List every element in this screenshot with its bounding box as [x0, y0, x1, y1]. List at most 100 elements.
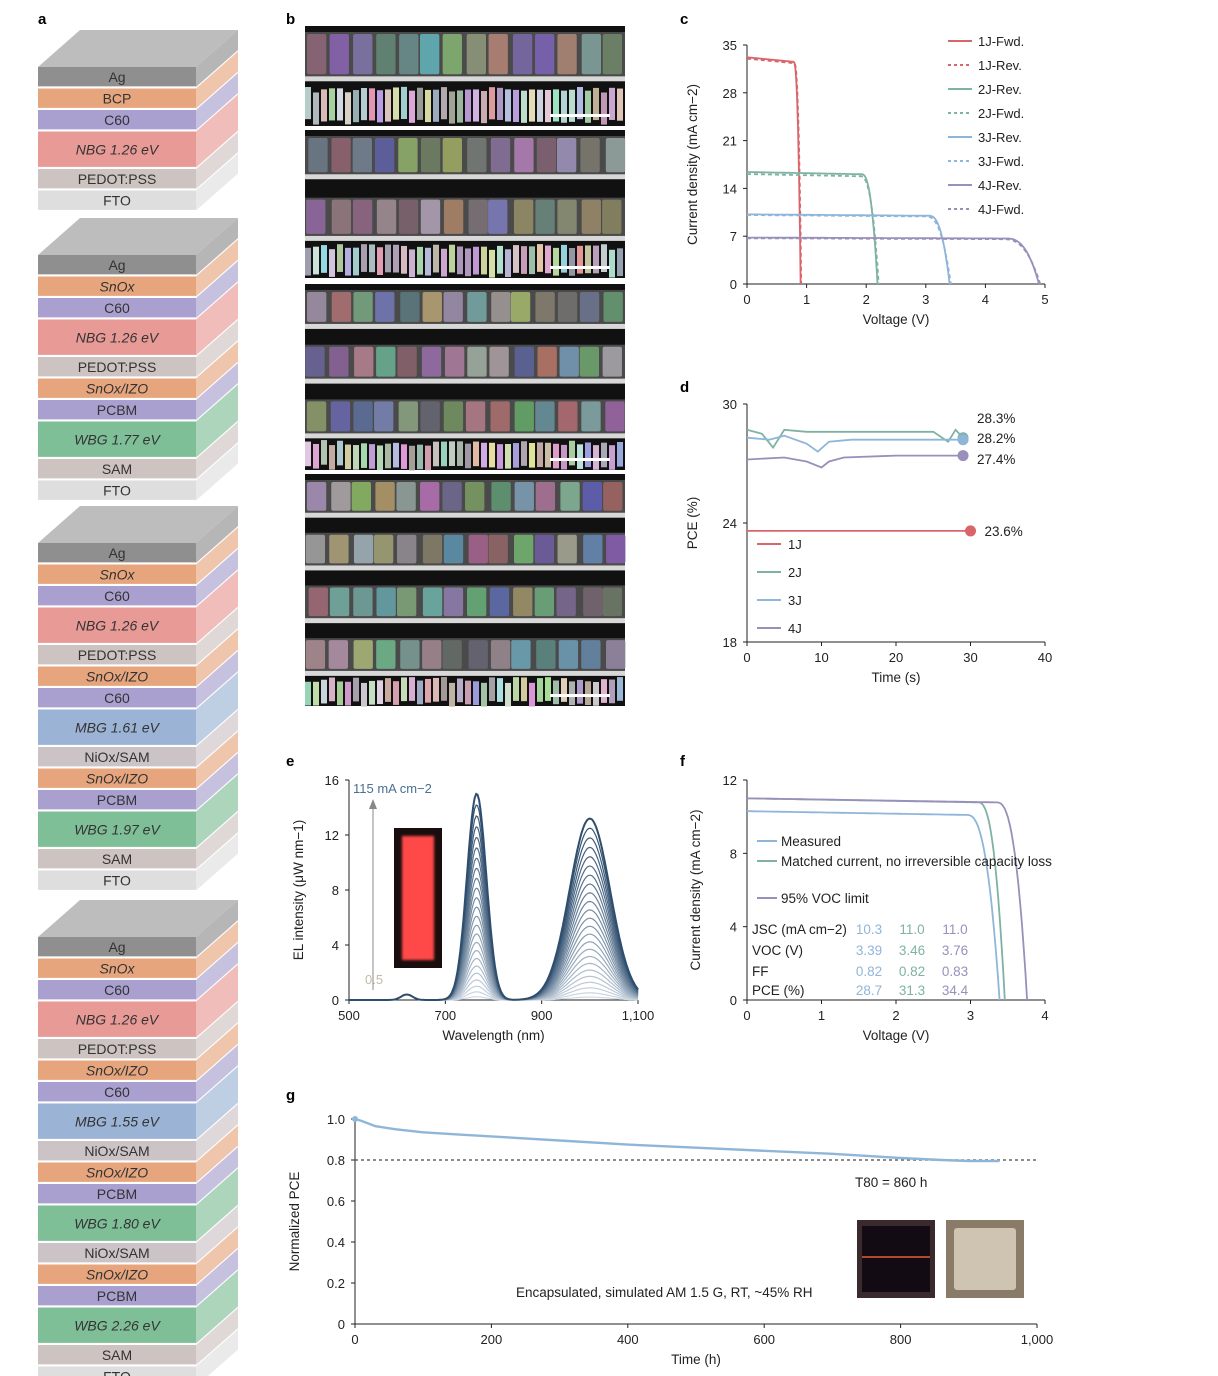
- sem-substrate-grain: [553, 89, 559, 122]
- scale-bar: [550, 114, 610, 117]
- sem-substrate-grain: [513, 677, 519, 701]
- layer-side-face: [196, 753, 238, 810]
- layer-side-face: [196, 1147, 238, 1204]
- sem-substrate-grain: [545, 89, 551, 123]
- sem-grain: [443, 401, 464, 432]
- layer-label: PCBM: [97, 1186, 137, 1202]
- layer-front-face: [38, 666, 196, 687]
- layer-front-face: [38, 607, 196, 644]
- sem-grain: [558, 640, 579, 669]
- scale-bar: [550, 458, 610, 461]
- sem-substrate-grain: [353, 677, 359, 702]
- y-tick-label: 0: [338, 1317, 345, 1332]
- sem-substrate-grain: [425, 89, 431, 123]
- sem-grain: [556, 587, 576, 617]
- sem-grain: [397, 346, 417, 377]
- sem-grain: [398, 138, 418, 173]
- x-tick-label: 4: [1041, 1008, 1048, 1023]
- sem-grain: [353, 34, 373, 75]
- sem-grain: [444, 346, 465, 377]
- device-back-electrode: [954, 1228, 1016, 1290]
- layer-front-face: [38, 1060, 196, 1081]
- y-tick-label: 0: [730, 277, 737, 292]
- layer-front-face: [38, 747, 196, 767]
- layer-front-face: [38, 1205, 196, 1242]
- sem-grain: [398, 401, 418, 432]
- table-row-label: JSC (mA cm−2): [752, 922, 847, 937]
- sem-grain: [376, 34, 396, 75]
- layer-side-face: [196, 1125, 238, 1183]
- sem-substrate-grain: [569, 89, 575, 122]
- sem-grain: [603, 482, 623, 511]
- sem-grain: [352, 138, 372, 173]
- sem-grain: [443, 292, 463, 322]
- sem-grain: [306, 34, 327, 75]
- y-tick-label: 21: [723, 134, 737, 149]
- sem-substrate-grain: [465, 248, 471, 277]
- sem-grain: [331, 199, 352, 234]
- y-tick-label: 24: [723, 516, 737, 531]
- y-tick-label: 0.2: [327, 1276, 345, 1291]
- sem-grain: [373, 534, 394, 564]
- sem-image-3: [305, 284, 625, 471]
- sem-grain: [583, 534, 603, 564]
- legend-label: 2J-Fwd.: [978, 106, 1024, 121]
- sem-substrate-grain: [593, 445, 599, 470]
- sem-grain: [466, 34, 487, 75]
- layer-front-face: [38, 1001, 196, 1038]
- layer-side-face: [196, 1270, 238, 1344]
- sem-grain: [420, 138, 441, 173]
- sem-substrate-grain: [553, 247, 559, 276]
- current-min-label: 0.5: [365, 972, 383, 987]
- sem-substrate-grain: [505, 89, 511, 122]
- sem-grain: [535, 401, 555, 432]
- sem-substrate-grain: [417, 246, 423, 275]
- layer-side-face: [196, 833, 238, 891]
- end-value-label: 28.3%: [977, 411, 1015, 426]
- sem-substrate-grain: [313, 443, 319, 469]
- layer-side-face: [196, 1308, 238, 1365]
- y-tick-label: 8: [730, 846, 737, 861]
- sem-grain: [603, 292, 623, 322]
- sem-substrate-grain: [377, 445, 383, 471]
- sem-substrate-grain: [561, 244, 567, 273]
- layer-front-face: [38, 768, 196, 789]
- sem-substrate-grain: [321, 440, 327, 465]
- sem-grain: [512, 34, 533, 75]
- layer-front-face: [38, 937, 196, 957]
- sem-substrate-grain: [601, 92, 607, 125]
- sem-grain: [397, 534, 417, 564]
- panel-label-c: c: [680, 11, 688, 28]
- sem-grain: [490, 640, 511, 669]
- sem-grain: [489, 587, 510, 617]
- sem-grain: [514, 346, 534, 377]
- x-tick-label: 1,100: [622, 1008, 655, 1023]
- sem-grain: [535, 199, 555, 234]
- layer-stack-3: Ag SnOx C60 NBG 1.26 eV PEDOT:PSS SnOx/IZO C60…: [38, 506, 238, 892]
- sem-grain: [467, 138, 487, 173]
- series-line: [747, 810, 1001, 1001]
- panel-label-g: g: [286, 1087, 295, 1104]
- layer-front-face: [38, 255, 196, 275]
- end-marker: [957, 450, 969, 462]
- layer-side-face: [196, 239, 238, 297]
- sem-substrate-grain: [345, 444, 351, 470]
- layer-label: FTO: [103, 873, 131, 889]
- sem-substrate-grain: [585, 245, 591, 274]
- legend-label: 1J-Rev.: [978, 58, 1022, 73]
- layer-front-face: [38, 586, 196, 606]
- x-tick-label: 40: [1038, 650, 1052, 665]
- sem-grain: [331, 482, 351, 511]
- sem-substrate-grain: [377, 680, 383, 705]
- sem-substrate-grain: [449, 441, 455, 466]
- sem-grain: [535, 482, 556, 511]
- sem-substrate-grain: [313, 92, 319, 125]
- sem-interface: [305, 433, 625, 439]
- sem-substrate-grain: [441, 87, 447, 120]
- sem-substrate-grain: [529, 246, 535, 275]
- sem-substrate-grain: [585, 90, 591, 123]
- layer-side-face: [196, 1227, 238, 1285]
- sem-grain: [581, 640, 601, 669]
- sem-substrate-grain: [473, 89, 479, 122]
- layer-front-face: [38, 564, 196, 585]
